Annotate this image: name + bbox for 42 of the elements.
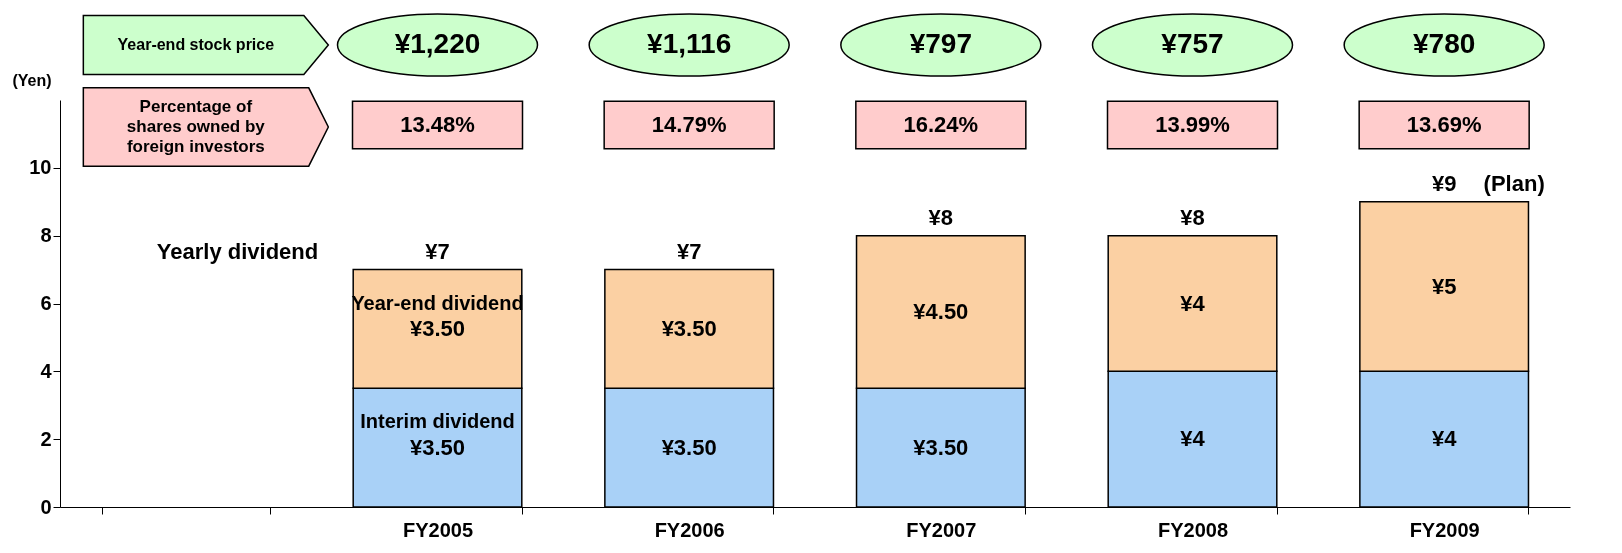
annotation: Yearly dividend bbox=[156, 238, 319, 264]
data-label: ¥4 bbox=[1180, 290, 1206, 316]
text: ¥797 bbox=[909, 28, 972, 59]
data-label: ¥3.50 bbox=[913, 434, 969, 460]
x-tick-label: FY2009 bbox=[1409, 518, 1480, 541]
annotation: 13.48% bbox=[400, 112, 475, 137]
text: ¥757 bbox=[1161, 28, 1224, 59]
data-label: ¥3.50 bbox=[409, 434, 466, 460]
data-label: ¥3.50 bbox=[661, 315, 717, 341]
x-tick-label: FY2007 bbox=[906, 518, 977, 541]
y-tick-label: 4 bbox=[40, 359, 53, 382]
data-label: ¥4 bbox=[1180, 426, 1206, 452]
annotation: 14.79% bbox=[651, 112, 727, 137]
y-tick-label: 0 bbox=[40, 495, 52, 518]
total-label: ¥7 bbox=[676, 238, 702, 264]
text: ¥1,116 bbox=[647, 28, 732, 59]
y-tick-label: 2 bbox=[40, 427, 52, 450]
x-tick-label: FY2006 bbox=[654, 518, 725, 541]
total-label: ¥7 bbox=[425, 238, 450, 264]
annotation: 13.69% bbox=[1406, 112, 1482, 137]
y-tick-label: 8 bbox=[40, 224, 52, 247]
data-label: ¥4.50 bbox=[913, 298, 969, 324]
data-label: ¥4 bbox=[1431, 426, 1458, 452]
data-label: ¥5 bbox=[1431, 273, 1457, 299]
x-tick-label: FY2008 bbox=[1157, 518, 1229, 541]
annotation: (Plan) bbox=[1483, 170, 1545, 196]
annotation: 13.99% bbox=[1155, 112, 1230, 137]
total-label: ¥9 bbox=[1431, 170, 1457, 196]
text: Year-end stock price bbox=[117, 36, 275, 53]
y-axis-title: (Yen) bbox=[12, 71, 52, 89]
text: ¥1,220 bbox=[394, 28, 481, 59]
annotation: 16.24% bbox=[903, 112, 979, 137]
total-label: ¥8 bbox=[1180, 204, 1205, 230]
x-tick-label: FY2005 bbox=[402, 518, 474, 541]
y-tick-label: 6 bbox=[40, 292, 52, 314]
annotation: Percentage of shares owned by foreign investors bbox=[126, 97, 266, 156]
text: ¥780 bbox=[1413, 28, 1476, 59]
y-tick-label: 10 bbox=[29, 156, 52, 179]
data-label: ¥3.50 bbox=[409, 315, 466, 341]
series-label: Interim dividend bbox=[360, 410, 515, 433]
total-label: ¥8 bbox=[928, 204, 954, 230]
data-label: ¥3.50 bbox=[661, 434, 717, 460]
